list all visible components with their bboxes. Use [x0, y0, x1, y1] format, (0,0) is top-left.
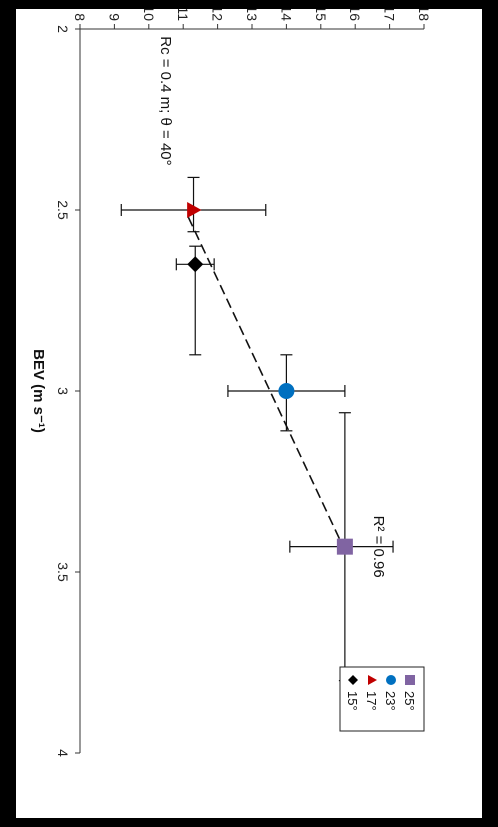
conditions-annotation: Rc = 0.4 m; θ = 40°: [157, 36, 174, 165]
x-tick-label: 3.5: [55, 562, 71, 582]
x-tick-label: 4: [55, 749, 71, 757]
chart-frame: 2 2.5 3 3.5 4 8 9 10 11 12 13 14 15 16 17 18 BEV (m s⁻¹)…: [16, 9, 482, 818]
data-point-diamond: [187, 256, 204, 273]
y-tick-label: 17: [382, 9, 398, 21]
legend-box: [339, 666, 425, 732]
trendline: [187, 216, 344, 548]
x-tick-label: 2.5: [55, 200, 71, 220]
y-tick-label: 14: [278, 9, 294, 21]
r-squared-annotation: R² = 0.96: [370, 516, 387, 578]
y-tick-label: 9: [106, 13, 122, 21]
x-tick-label: 2: [55, 25, 71, 33]
y-tick-label: 10: [141, 9, 157, 21]
legend-label: 17°: [364, 691, 379, 711]
x-tick-label: 3: [55, 387, 71, 395]
legend-label: 15°: [345, 691, 360, 711]
data-point-triangle: [187, 202, 202, 218]
y-tick-label: 11: [175, 9, 191, 21]
legend-marker-square: [405, 675, 415, 685]
y-tick-label: 18: [416, 9, 432, 21]
legend-marker-diamond: [348, 675, 358, 685]
superelevation-scatter-chart: 2 2.5 3 3.5 4 8 9 10 11 12 13 14 15 16 17 18 BEV (m s⁻¹)…: [30, 9, 432, 757]
y-tick-label: 16: [347, 9, 363, 21]
data-point-circle: [278, 383, 295, 399]
legend-label: 23°: [383, 691, 398, 711]
data-point-square: [336, 538, 353, 555]
y-tick-label: 13: [244, 9, 260, 21]
y-tick-label: 15: [313, 9, 329, 21]
legend-marker-circle: [386, 675, 396, 685]
legend-marker-triangle: [368, 675, 377, 685]
rotated-chart-group: 2 2.5 3 3.5 4 8 9 10 11 12 13 14 15 16 17 18 BEV (m s⁻¹)…: [30, 9, 432, 757]
y-tick-label: 8: [72, 13, 88, 21]
legend-label: 25°: [402, 691, 417, 711]
x-axis-title: BEV (m s⁻¹): [30, 349, 47, 433]
y-tick-label: 12: [210, 9, 226, 21]
